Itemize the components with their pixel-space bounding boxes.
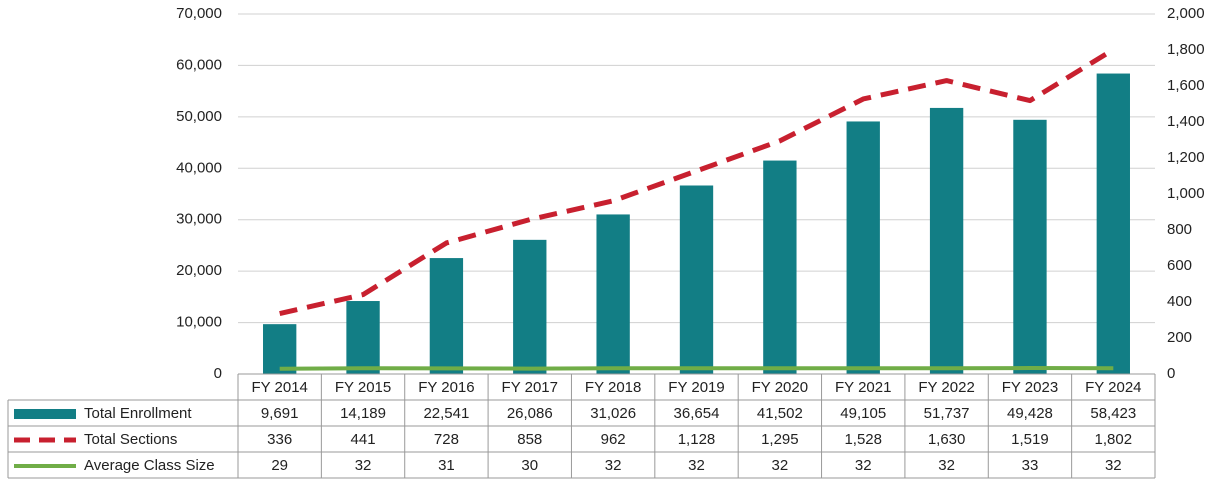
x-tick-label: FY 2016 <box>418 379 474 396</box>
bar <box>263 324 297 374</box>
y2-tick-label: 0 <box>1167 365 1175 382</box>
y2-tick-label: 1,000 <box>1167 185 1205 202</box>
table-cell: 14,189 <box>340 405 386 422</box>
table-cell: 1,528 <box>844 431 882 448</box>
table-cell: 49,428 <box>1007 405 1053 422</box>
table-cell: 26,086 <box>507 405 553 422</box>
bar <box>1096 73 1130 375</box>
x-tick-label: FY 2015 <box>335 379 391 396</box>
x-tick-label: FY 2018 <box>585 379 641 396</box>
y2-tick-label: 400 <box>1167 293 1192 310</box>
table-cell: 1,802 <box>1095 431 1133 448</box>
y-tick-label: 20,000 <box>176 262 222 279</box>
y-tick-label: 30,000 <box>176 211 222 228</box>
legend-swatch <box>14 409 76 419</box>
bar <box>929 107 964 374</box>
y2-tick-label: 1,600 <box>1167 77 1205 94</box>
table-cell: 9,691 <box>261 405 299 422</box>
table-cell: 32 <box>855 457 872 474</box>
table-cell: 31 <box>438 457 455 474</box>
table-cell: 441 <box>351 431 376 448</box>
table-cell: 49,105 <box>840 405 886 422</box>
x-tick-label: FY 2017 <box>502 379 558 396</box>
y-tick-label: 50,000 <box>176 108 222 125</box>
y2-tick-label: 1,800 <box>1167 41 1205 58</box>
y-tick-label: 60,000 <box>176 56 222 73</box>
y-tick-label: 70,000 <box>176 5 222 22</box>
table-cell: 728 <box>434 431 459 448</box>
table-cell: 1,128 <box>678 431 716 448</box>
line <box>279 47 1115 316</box>
table-cell: 36,654 <box>674 405 720 422</box>
y2-tick-label: 200 <box>1167 329 1192 346</box>
x-tick-label: FY 2022 <box>918 379 974 396</box>
table-cell: 1,295 <box>761 431 799 448</box>
y2-tick-label: 1,200 <box>1167 149 1205 166</box>
bar <box>429 258 464 374</box>
table-cell: 33 <box>1022 457 1039 474</box>
x-tick-label: FY 2020 <box>752 379 808 396</box>
x-tick-label: FY 2021 <box>835 379 891 396</box>
table-cell: 32 <box>605 457 622 474</box>
table-cell: 29 <box>271 457 288 474</box>
table-cell: 22,541 <box>423 405 469 422</box>
y-tick-label: 10,000 <box>176 314 222 331</box>
bar <box>763 160 797 374</box>
x-tick-label: FY 2014 <box>251 379 307 396</box>
table-cell: 41,502 <box>757 405 803 422</box>
table-cell: 858 <box>517 431 542 448</box>
table-cell: 32 <box>772 457 789 474</box>
bar <box>596 214 630 374</box>
y-tick-label: 40,000 <box>176 159 222 176</box>
y2-tick-label: 1,400 <box>1167 113 1205 130</box>
y2-tick-label: 600 <box>1167 257 1192 274</box>
table-cell: 31,026 <box>590 405 636 422</box>
table-cell: 30 <box>521 457 538 474</box>
table-cell: 32 <box>688 457 705 474</box>
table-cell: 32 <box>1105 457 1122 474</box>
table-cell: 1,519 <box>1011 431 1049 448</box>
bar <box>679 185 714 374</box>
x-tick-label: FY 2019 <box>668 379 724 396</box>
x-tick-label: FY 2023 <box>1002 379 1058 396</box>
legend-label: Average Class Size <box>84 457 215 474</box>
table-cell: 32 <box>355 457 372 474</box>
table-cell: 32 <box>938 457 955 474</box>
y-tick-label: 0 <box>214 365 222 382</box>
bar <box>846 121 880 375</box>
table-cell: 51,737 <box>924 405 970 422</box>
legend-label: Total Sections <box>84 431 177 448</box>
x-tick-label: FY 2024 <box>1085 379 1141 396</box>
y2-tick-label: 2,000 <box>1167 5 1205 22</box>
table-cell: 1,630 <box>928 431 966 448</box>
table-cell: 58,423 <box>1090 405 1136 422</box>
line <box>279 366 1114 371</box>
bar <box>346 301 380 374</box>
table-cell: 962 <box>601 431 626 448</box>
table-cell: 336 <box>267 431 292 448</box>
bar <box>513 239 547 374</box>
legend-label: Total Enrollment <box>84 405 192 422</box>
y2-tick-label: 800 <box>1167 221 1192 238</box>
bar <box>1013 119 1047 374</box>
